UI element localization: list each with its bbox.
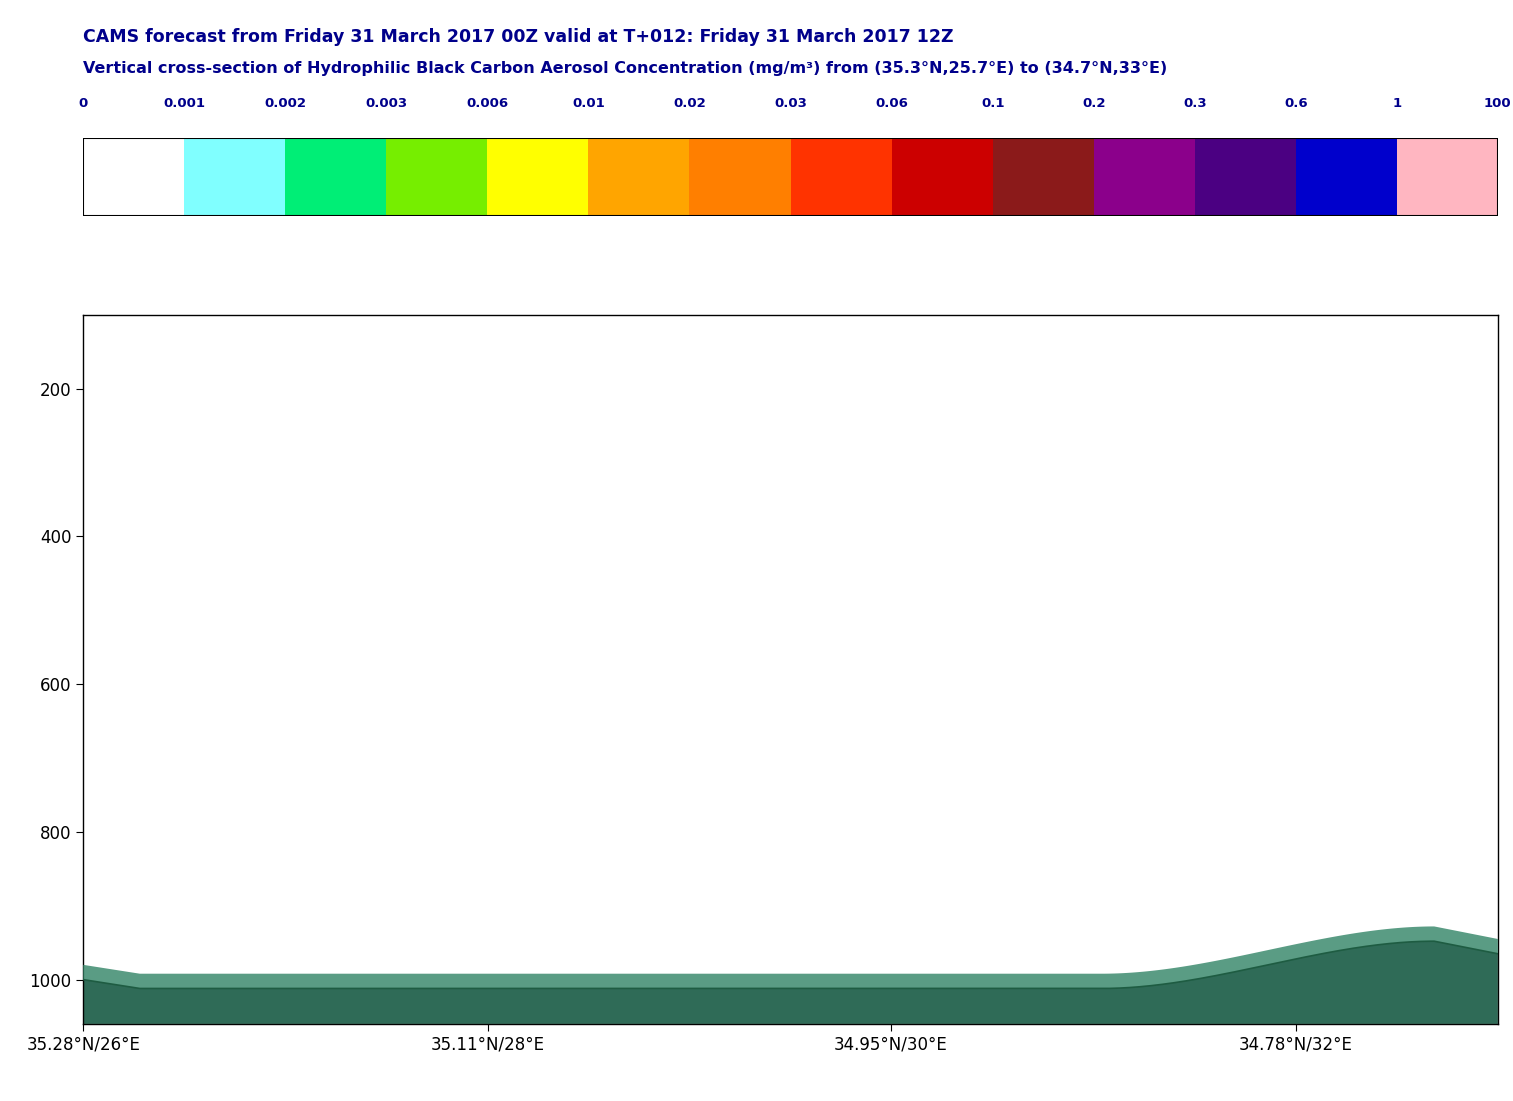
Bar bbox=[1396, 138, 1498, 217]
Bar bbox=[185, 138, 286, 217]
Bar bbox=[589, 138, 690, 217]
Bar bbox=[690, 138, 790, 217]
Text: CAMS forecast from Friday 31 March 2017 00Z valid at T+012: Friday 31 March 2017: CAMS forecast from Friday 31 March 2017 … bbox=[83, 28, 953, 45]
Text: 0.03: 0.03 bbox=[775, 97, 806, 110]
Text: 0.1: 0.1 bbox=[980, 97, 1005, 110]
Text: 0: 0 bbox=[79, 97, 88, 110]
Text: 0.002: 0.002 bbox=[265, 97, 306, 110]
Bar bbox=[891, 138, 993, 217]
Text: 0.06: 0.06 bbox=[875, 97, 908, 110]
Text: 0.2: 0.2 bbox=[1082, 97, 1106, 110]
Text: 100: 100 bbox=[1484, 97, 1511, 110]
Text: 1: 1 bbox=[1392, 97, 1401, 110]
Text: 0.3: 0.3 bbox=[1183, 97, 1206, 110]
Bar bbox=[286, 138, 386, 217]
Bar bbox=[83, 138, 185, 217]
Bar bbox=[1094, 138, 1195, 217]
Bar bbox=[386, 138, 487, 217]
Text: 0.003: 0.003 bbox=[365, 97, 407, 110]
Bar bbox=[993, 138, 1094, 217]
Text: Vertical cross-section of Hydrophilic Black Carbon Aerosol Concentration (mg/m³): Vertical cross-section of Hydrophilic Bl… bbox=[83, 61, 1168, 76]
Bar bbox=[1295, 138, 1396, 217]
Text: 0.02: 0.02 bbox=[673, 97, 707, 110]
Text: 0.6: 0.6 bbox=[1285, 97, 1307, 110]
Bar bbox=[1195, 138, 1295, 217]
Text: 0.001: 0.001 bbox=[163, 97, 206, 110]
Text: 0.01: 0.01 bbox=[572, 97, 605, 110]
Bar bbox=[487, 138, 589, 217]
Text: 0.006: 0.006 bbox=[466, 97, 508, 110]
Bar bbox=[790, 138, 891, 217]
